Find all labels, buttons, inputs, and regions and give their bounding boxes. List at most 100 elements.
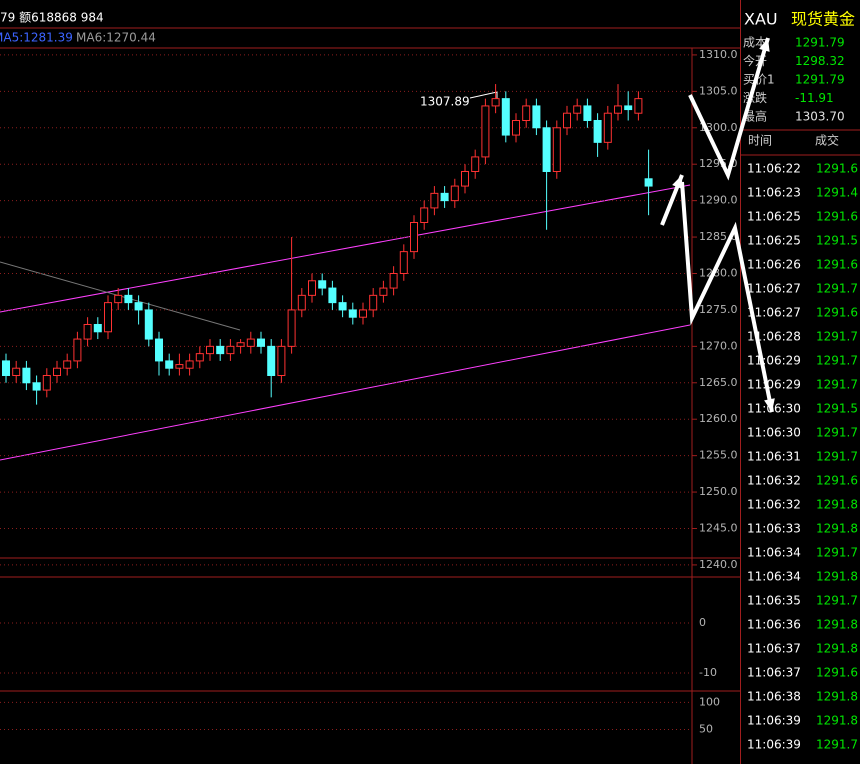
candle-body [22,367,31,384]
candle-body [12,367,21,376]
candle-body [246,338,255,347]
trade-price: 1291.7 [816,738,858,752]
trade-time: 11:06:30 [747,402,801,416]
trade-price: 1291.8 [816,690,858,704]
candle-body [277,345,286,376]
candle-body [410,221,418,253]
y-tick-label: 1280.0 [699,266,738,279]
trades-header-time: 时间 [748,134,772,148]
candle-body [216,345,225,355]
quote-value: 1298.32 [795,54,845,68]
candle-body [573,105,582,114]
trade-time: 11:06:27 [747,282,801,296]
trade-price: 1291.8 [816,570,858,584]
candle-body [481,105,490,158]
ma5-label: MA5:1281.39 [0,31,73,45]
candle-body [63,360,72,369]
y-tick-label: 100 [699,695,720,708]
arrow-stroke [680,181,774,413]
annotation-pointer [469,91,498,100]
candle-body [318,280,327,289]
volume-text: 79 额618868 984 [0,11,104,25]
quote-value: -11.91 [795,91,834,105]
candle-body [532,105,541,129]
candle-body [93,323,102,333]
quote-label: 成本 [743,36,767,50]
candle-body [114,294,123,304]
y-tick-label: 1250.0 [699,485,738,498]
candle-body [624,105,633,111]
trade-time: 11:06:39 [747,738,801,752]
trade-time: 11:06:39 [747,714,801,728]
candle-body [257,338,265,347]
trade-price: 1291.7 [816,426,858,440]
arrow-head [764,398,775,412]
candle-body [73,338,82,362]
y-tick-label: 1255.0 [699,449,738,462]
arrow-head [759,38,770,52]
candle-body [552,127,561,172]
trade-price: 1291.5 [816,234,858,248]
trend-lines [0,184,691,461]
candle-body [501,98,510,136]
trade-time: 11:06:25 [747,210,801,224]
trade-time: 11:06:28 [747,330,801,344]
candle-body [287,309,296,347]
ma6-label: MA6:1270.44 [76,31,156,45]
candle-body [328,287,337,304]
trade-time: 11:06:34 [747,546,801,560]
candle-body [389,272,398,289]
candle-body [175,364,184,369]
candle-body [399,251,408,274]
trade-time: 11:06:30 [747,426,801,440]
candle-body [206,345,214,355]
trade-time: 11:06:38 [747,690,801,704]
trade-time: 11:06:29 [747,354,801,368]
symbol-name: 现货黄金 [791,10,855,29]
candle-body [420,207,429,223]
trade-price: 1291.7 [816,378,858,392]
candle-body [563,112,571,129]
arrow-head [672,175,683,189]
trade-time: 11:06:33 [747,522,801,536]
trade-price: 1291.8 [816,714,858,728]
trade-price: 1291.6 [816,306,858,320]
trade-time: 11:06:37 [747,666,801,680]
candle-body [144,309,153,340]
y-tick-label: 1290.0 [699,194,738,207]
trade-price: 1291.7 [816,546,858,560]
y-tick-label: 1310.0 [699,48,738,61]
candle-body [32,382,41,391]
candle-body [379,287,388,296]
y-tick-label: 1305.0 [699,84,738,97]
arrows [660,37,775,413]
trade-time: 11:06:23 [747,186,801,200]
candle-body [338,302,347,311]
quote-label: 最高 [743,109,767,124]
trade-time: 11:06:26 [747,258,801,272]
candle-body [53,367,61,376]
trade-price: 1291.7 [816,594,858,608]
y-tick-label: 1275.0 [699,303,738,316]
y-tick-label: 1265.0 [699,376,738,389]
candle-body [522,105,531,121]
trade-time: 11:06:29 [747,378,801,392]
candle-body [614,105,622,114]
candle-body [440,192,449,202]
trade-time: 11:06:35 [747,594,801,608]
trade-time: 11:06:37 [747,642,801,656]
trade-price: 1291.7 [816,282,858,296]
trade-time: 11:06:22 [747,162,801,176]
trades-header-price: 成交 [815,133,839,148]
candle-body [297,294,306,311]
candle-body [369,294,378,311]
candle-body [155,338,163,362]
trade-price: 1291.6 [816,258,858,272]
quote-label: 涨跌 [743,90,767,105]
quote-label: 买价1 [743,73,775,87]
trade-price: 1291.8 [816,642,858,656]
candle-body [195,353,204,362]
